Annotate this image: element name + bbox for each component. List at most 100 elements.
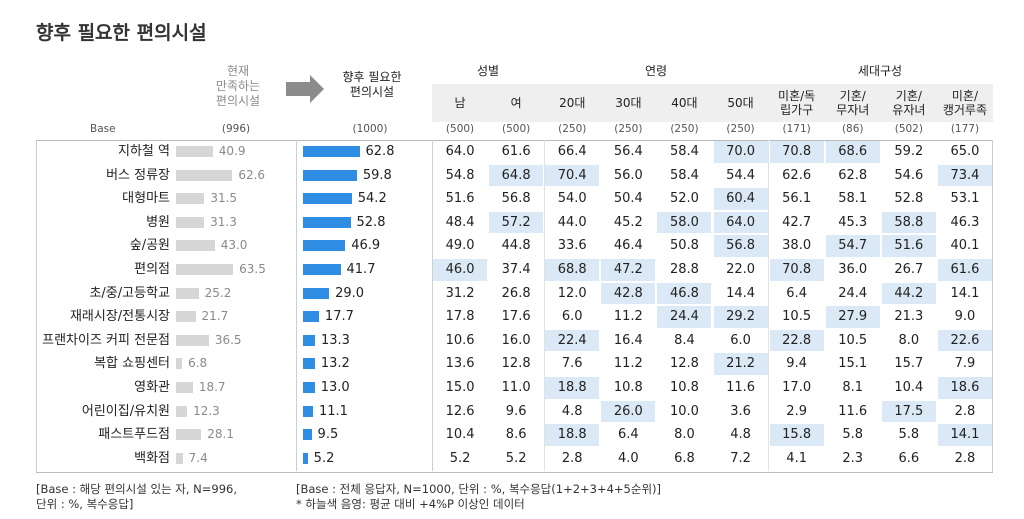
table-row: 프랜차이즈 커피 전문점 36.5 13.3 10.6 16.0 22.4 16.4 8.4 6… xyxy=(0,329,1024,353)
future-needed-value: 13.3 xyxy=(320,332,350,348)
segment-value-cell: 6.0 xyxy=(730,332,751,348)
column-header: 기혼/무자녀 xyxy=(825,84,881,122)
column-header-text: 여 xyxy=(511,96,522,110)
base-column-value: (86) xyxy=(841,123,864,135)
segment-value-cell: 3.6 xyxy=(730,403,751,419)
row-label: 백화점 xyxy=(134,450,170,466)
current-satisfied-value: 36.5 xyxy=(214,332,242,347)
future-needed-bar xyxy=(303,264,341,275)
row-label: 재래시장/전통시장 xyxy=(69,309,170,325)
segment-value-cell: 17.0 xyxy=(782,380,812,395)
column-header: 미혼/캥거루족 xyxy=(937,84,993,122)
row-label: 편의점 xyxy=(134,262,170,277)
segment-value-cell: 66.4 xyxy=(557,144,587,159)
segment-value-cell: 54.8 xyxy=(445,167,475,183)
future-needed-value: 13.0 xyxy=(320,380,350,395)
current-satisfied-value: 28.1 xyxy=(207,427,234,442)
segment-value-cell: 70.8 xyxy=(769,141,824,163)
segment-value-cell: 10.4 xyxy=(894,380,924,395)
segment-value-cell: 5.8 xyxy=(842,427,864,443)
current-satisfied-header: 현재 만족하는 편의시설 xyxy=(190,64,286,109)
segment-value-cell: 26.7 xyxy=(894,262,924,277)
future-needed-value: 41.7 xyxy=(346,262,376,277)
column-header-line: 50대 xyxy=(727,96,754,110)
column-header-line: 립가구 xyxy=(780,103,814,117)
segment-value-cell: 64.8 xyxy=(489,164,544,187)
right-arrow-icon xyxy=(286,75,324,103)
segment-value-cell: 45.2 xyxy=(613,214,643,230)
segment-value-cell: 6.6 xyxy=(898,450,920,466)
segment-value-cell: 8.1 xyxy=(842,380,864,395)
current-satisfied-value: 62.6 xyxy=(238,167,266,182)
segment-value-cell: 24.4 xyxy=(657,306,712,328)
column-header-line: 캥거루족 xyxy=(942,103,988,117)
segment-value-cell: 56.4 xyxy=(613,144,643,159)
segment-value-cell: 61.6 xyxy=(937,259,992,281)
base-column-value: (500) xyxy=(502,123,531,135)
base-column-value: (250) xyxy=(558,123,587,135)
future-needed-value: 52.8 xyxy=(356,214,386,230)
segment-value-cell: 36.0 xyxy=(838,262,868,277)
segment-value-cell: 54.0 xyxy=(557,191,587,207)
column-header-line: 20대 xyxy=(559,96,586,110)
segment-value-cell: 15.0 xyxy=(445,380,475,395)
segment-value-cell: 14.1 xyxy=(937,424,992,446)
segment-value-cell: 45.3 xyxy=(838,214,868,230)
segment-value-cell: 16.4 xyxy=(613,332,643,348)
column-header: 여 xyxy=(488,84,544,122)
segment-value-cell: 56.1 xyxy=(782,191,812,207)
segment-value-cell: 70.0 xyxy=(713,141,768,163)
segment-value-cell: 16.0 xyxy=(501,332,531,348)
segment-value-cell: 27.9 xyxy=(825,306,880,328)
current-satisfied-bar xyxy=(176,264,234,275)
group-header-household: 세대구성 xyxy=(857,64,903,78)
segment-value-cell: 24.4 xyxy=(838,285,868,301)
future-needed-bar xyxy=(303,334,315,346)
segment-value-cell: 9.6 xyxy=(505,403,527,419)
segment-value-cell: 10.6 xyxy=(445,332,475,348)
current-satisfied-bar xyxy=(176,146,213,157)
segment-value-cell: 49.0 xyxy=(445,238,475,254)
segment-value-cell: 50.4 xyxy=(613,191,643,207)
segment-value-cell: 22.4 xyxy=(545,329,600,352)
note-right-line: * 하늘색 음영: 평균 대비 +4%P 이상인 데이터 xyxy=(296,497,525,511)
segment-value-cell: 54.6 xyxy=(894,167,924,183)
segment-value-cell: 58.4 xyxy=(669,167,699,183)
note-right-line: [Base : 전체 응답자, N=1000, 단위 : %, 복수응답(1+2… xyxy=(296,482,662,496)
segment-value-cell: 11.2 xyxy=(613,356,643,372)
column-header-text: 40대 xyxy=(671,96,697,110)
current-satisfied-value: 63.5 xyxy=(239,262,266,276)
segment-value-cell: 15.7 xyxy=(894,356,924,372)
column-header: 20대 xyxy=(544,84,600,122)
segment-value-cell: 15.1 xyxy=(838,356,868,372)
segment-value-cell: 22.8 xyxy=(769,329,824,352)
base-column-value: (250) xyxy=(614,123,643,135)
segment-value-cell: 10.0 xyxy=(669,403,699,419)
group-divider xyxy=(544,140,545,471)
future-needed-bar xyxy=(303,405,313,417)
future-needed-value: 5.2 xyxy=(313,450,335,466)
future-needed-bar xyxy=(303,429,312,441)
segment-value-cell: 29.2 xyxy=(713,306,768,328)
segment-value-cell: 11.0 xyxy=(501,380,531,395)
base-column-value: (171) xyxy=(782,123,811,135)
future-needed-bar xyxy=(303,287,330,299)
column-header-text: 20대 xyxy=(559,96,585,110)
segment-value-cell: 62.6 xyxy=(782,167,812,183)
row-label: 지하철 역 xyxy=(118,144,170,159)
column-header-line: 미혼/독 xyxy=(778,89,816,103)
segment-value-cell: 46.8 xyxy=(657,282,712,305)
base-column-value: (177) xyxy=(950,123,980,135)
segment-value-cell: 14.1 xyxy=(950,285,980,301)
column-header: 남 xyxy=(432,84,488,122)
segment-value-cell: 31.2 xyxy=(445,285,475,301)
current-satisfied-bar xyxy=(176,216,205,228)
row-label: 초/중/고등학교 xyxy=(89,285,170,301)
table-row: 재래시장/전통시장 21.7 17.7 17.8 17.6 6.0 11.2 24.4 29.2… xyxy=(0,305,1024,329)
segment-value-cell: 70.4 xyxy=(545,164,600,187)
segment-value-cell: 13.6 xyxy=(445,356,475,372)
row-label: 숲/공원 xyxy=(129,238,170,254)
segment-value-cell: 64.0 xyxy=(713,211,768,234)
column-header-background xyxy=(432,84,993,122)
row-label: 프랜차이즈 커피 전문점 xyxy=(42,332,170,348)
